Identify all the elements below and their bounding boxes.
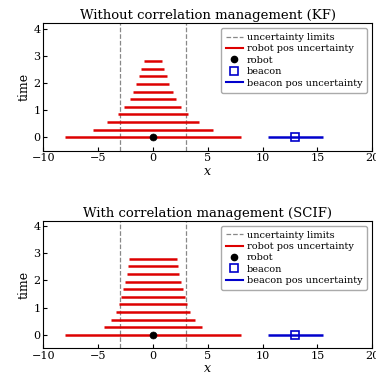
Legend: uncertainty limits, robot pos uncertainty, robot, beacon, beacon pos uncertainty: uncertainty limits, robot pos uncertaint… bbox=[221, 28, 367, 92]
Legend: uncertainty limits, robot pos uncertainty, robot, beacon, beacon pos uncertainty: uncertainty limits, robot pos uncertaint… bbox=[221, 226, 367, 290]
X-axis label: x: x bbox=[204, 165, 211, 178]
Title: With correlation management (SCIF): With correlation management (SCIF) bbox=[83, 207, 332, 220]
Title: Without correlation management (KF): Without correlation management (KF) bbox=[80, 9, 336, 22]
Y-axis label: time: time bbox=[18, 73, 30, 101]
X-axis label: x: x bbox=[204, 363, 211, 375]
Y-axis label: time: time bbox=[18, 271, 30, 299]
